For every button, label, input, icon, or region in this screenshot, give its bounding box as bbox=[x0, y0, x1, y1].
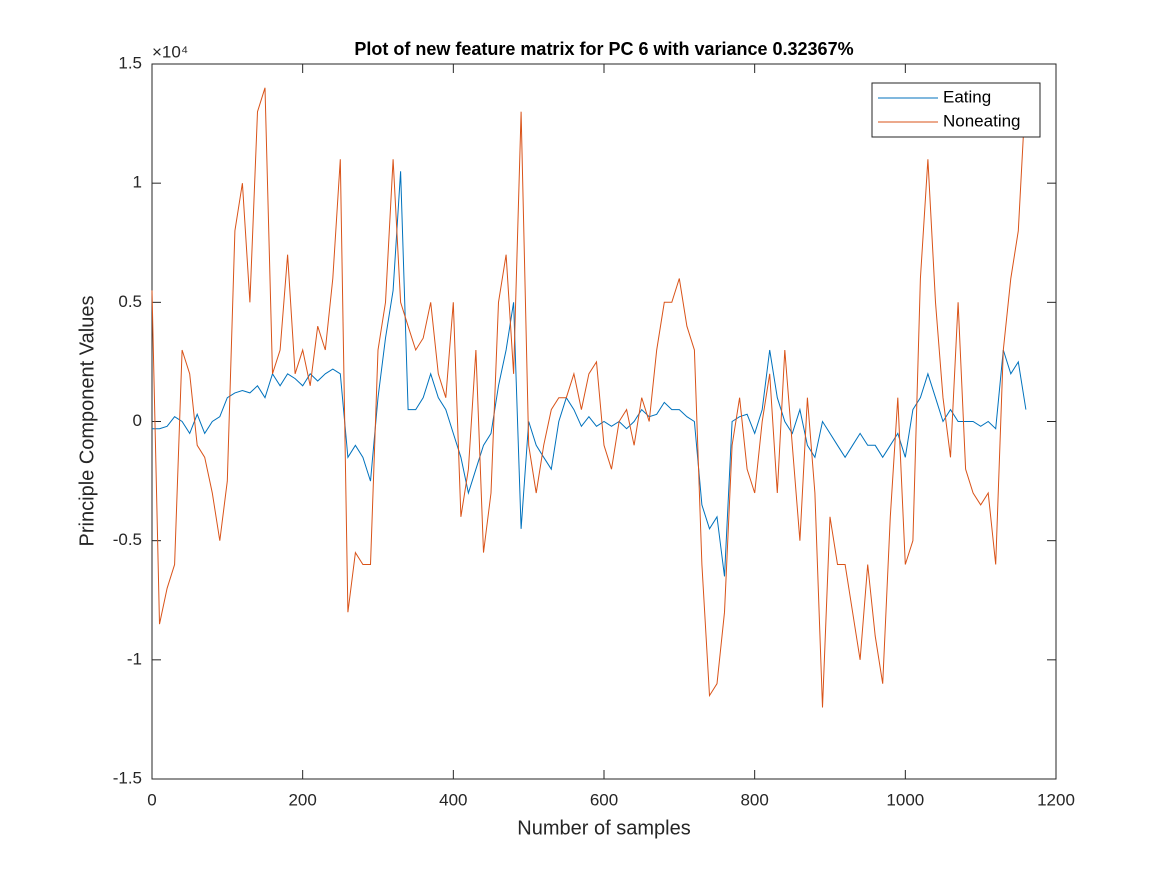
y-tick-label: 1.5 bbox=[118, 53, 142, 72]
y-exponent: ×10⁴ bbox=[152, 42, 188, 61]
x-tick-label: 1200 bbox=[1037, 790, 1075, 809]
legend-label: Noneating bbox=[943, 111, 1021, 130]
chart-title: Plot of new feature matrix for PC 6 with… bbox=[354, 39, 853, 59]
data-line bbox=[151, 87, 1027, 708]
data-line bbox=[152, 171, 1027, 577]
y-axis-label: Principle Component Values bbox=[76, 296, 98, 547]
y-tick-label: -1 bbox=[127, 649, 142, 668]
legend-label: Eating bbox=[943, 87, 991, 106]
y-tick-label: -0.5 bbox=[113, 530, 142, 549]
x-tick-label: 1000 bbox=[886, 790, 924, 809]
legend-box bbox=[871, 82, 1041, 138]
y-tick-label: 1 bbox=[133, 173, 142, 192]
x-tick-label: 0 bbox=[147, 790, 156, 809]
x-tick-label: 200 bbox=[288, 790, 316, 809]
y-tick-label: 0 bbox=[133, 411, 142, 430]
x-tick-label: 400 bbox=[439, 790, 467, 809]
x-tick-label: 600 bbox=[590, 790, 618, 809]
y-tick-label: 0.5 bbox=[118, 292, 142, 311]
x-axis-label: Number of samples bbox=[517, 817, 690, 839]
x-tick-label: 800 bbox=[740, 790, 768, 809]
y-tick-label: -1.5 bbox=[113, 768, 142, 787]
